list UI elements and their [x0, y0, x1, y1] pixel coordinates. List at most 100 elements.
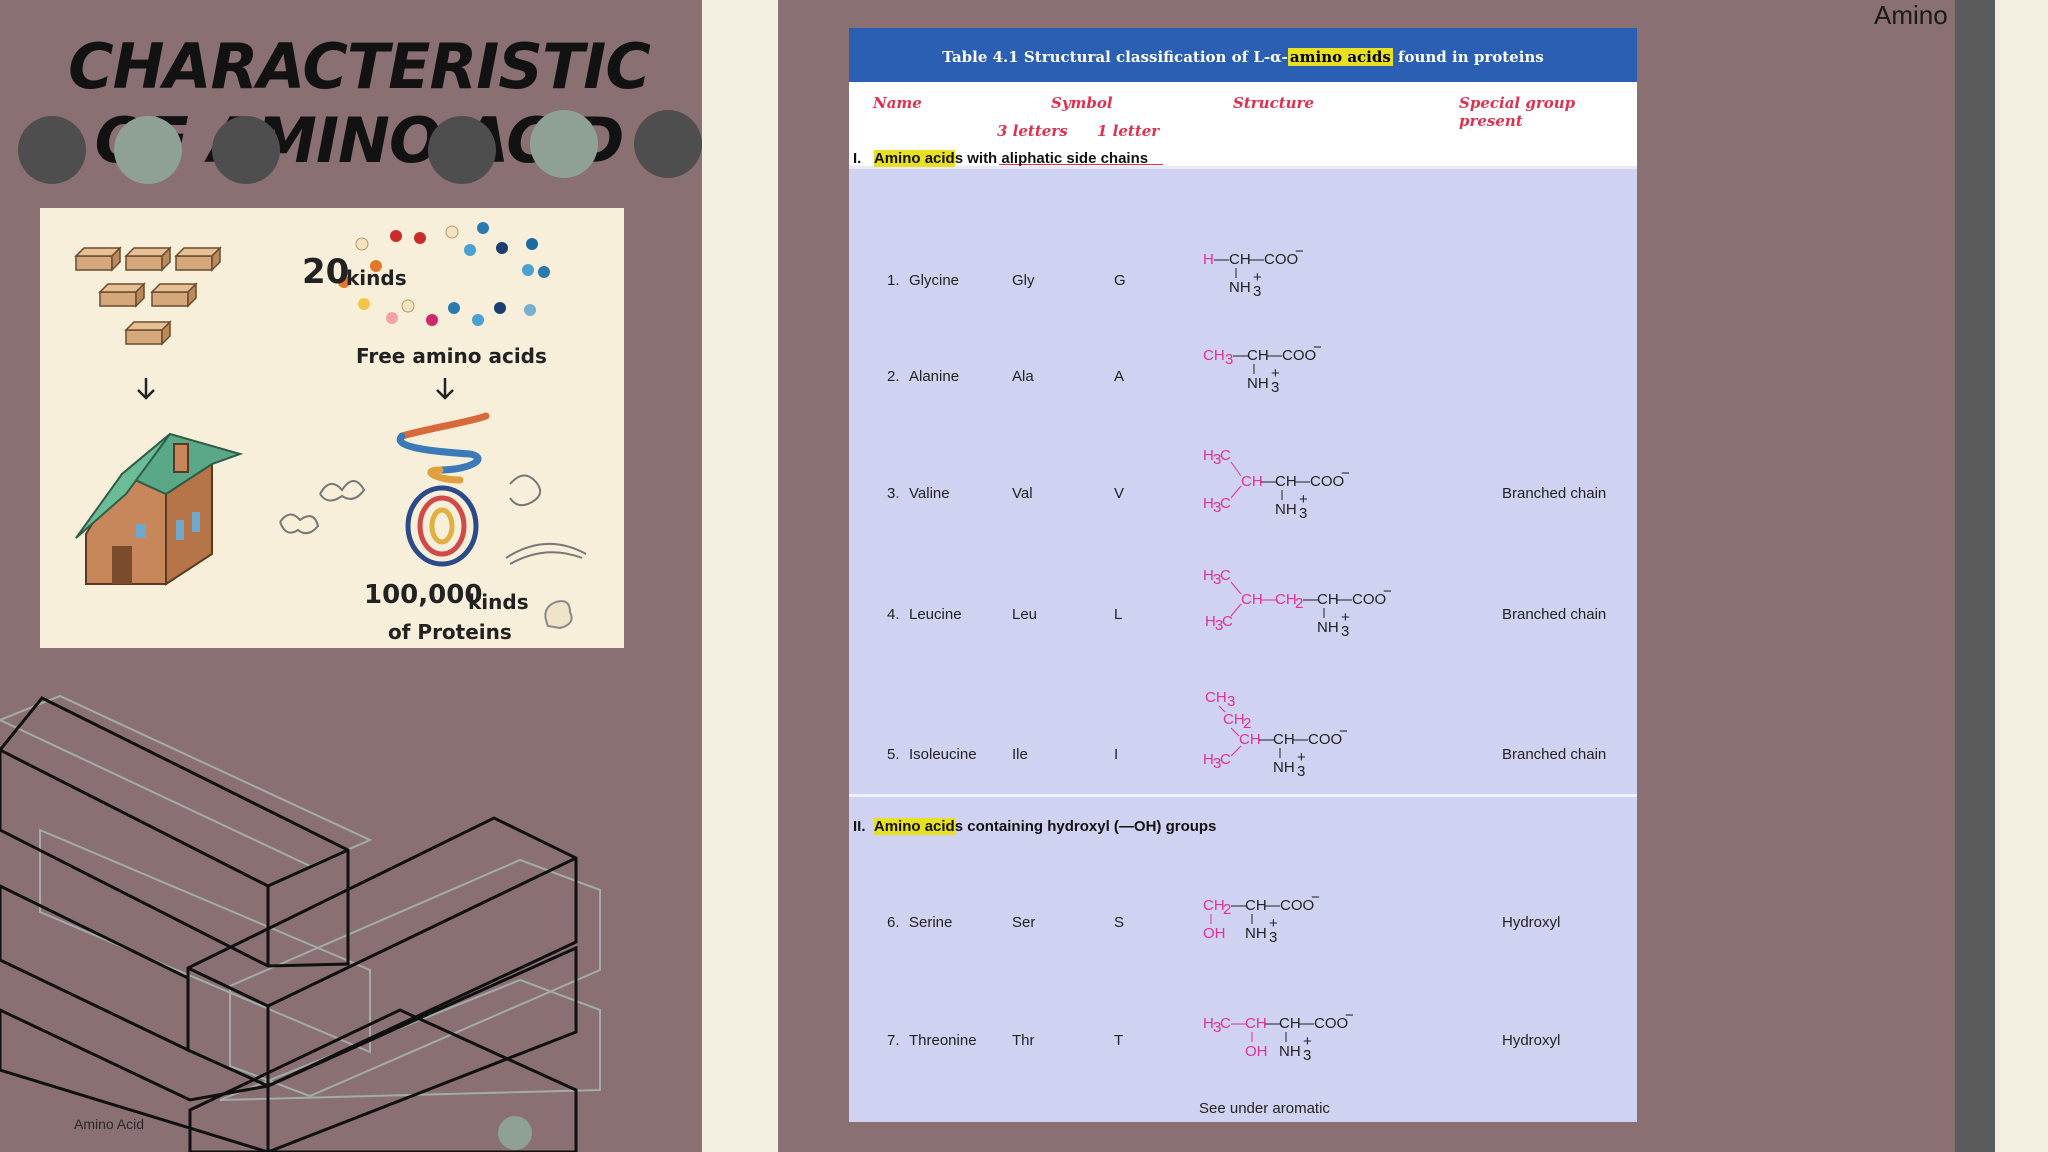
caption-highlight: amino acids [1287, 48, 1393, 66]
section-rest: s with aliphatic side chains [954, 150, 1149, 167]
svg-text:−: − [1339, 723, 1348, 740]
row-number: 1. [887, 272, 900, 289]
header-symbol: Symbol [1051, 94, 1113, 112]
svg-text:+: + [1299, 491, 1308, 508]
svg-text:+: + [1297, 749, 1306, 766]
svg-text:C: C [1220, 751, 1231, 768]
svg-text:H: H [1203, 751, 1214, 768]
caption-suffix: found in proteins [1392, 48, 1544, 66]
row-one-letter: T [1114, 1032, 1124, 1049]
header-three-letters: 3 letters [997, 122, 1068, 140]
svg-text:3: 3 [1215, 617, 1223, 634]
row-special-group: Branched chain [1502, 746, 1607, 763]
svg-text:CH: CH [1247, 347, 1269, 364]
svg-text:—: — [1261, 591, 1276, 608]
svg-text:—COO: —COO [1265, 897, 1314, 914]
header-structure: Structure [1233, 94, 1314, 112]
svg-text:—: — [1231, 897, 1246, 914]
row-name: Serine [909, 914, 953, 931]
svg-text:—: — [1259, 731, 1274, 748]
row-name: Leucine [909, 606, 962, 623]
row-three-letter: Ala [1012, 368, 1034, 385]
header-special-group: Special group present [1459, 94, 1576, 130]
svg-text:—: — [1303, 591, 1318, 608]
svg-text:H: H [1203, 495, 1214, 512]
section-hydroxyl: II. Amino acids containing hydroxyl (—OH… [853, 818, 1216, 835]
threonine-structure: H 3C — CH — CH —COO− OH NH 3+ [1203, 1007, 1354, 1064]
svg-text:CH: CH [1223, 711, 1245, 728]
footer-dot [498, 1116, 532, 1150]
svg-text:CH: CH [1275, 473, 1297, 490]
svg-text:—COO: —COO [1249, 251, 1298, 268]
svg-text:NH: NH [1317, 619, 1339, 636]
leucine-structure: H 3C H 3C CH — CH2 — CH —COO− NH 3+ [1203, 567, 1392, 640]
edge-strip [1995, 0, 2048, 1152]
svg-text:C: C [1220, 567, 1231, 584]
wireframe-blocks-decoration [0, 694, 601, 1152]
svg-text:—COO: —COO [1295, 473, 1344, 490]
row-one-letter: Y [1114, 1120, 1124, 1122]
section-divider [849, 794, 1637, 797]
svg-text:OH: OH [1203, 925, 1226, 942]
row-three-letter: Leu [1012, 606, 1038, 623]
svg-text:—: — [1233, 347, 1248, 364]
row-name: Valine [909, 485, 950, 502]
row-three-letter: Tyr [1012, 1120, 1033, 1122]
section-highlight: Amino acid [873, 150, 955, 167]
decorative-dot [634, 110, 702, 178]
row-special-group: Branched chain [1502, 485, 1607, 502]
svg-text:−: − [1311, 889, 1320, 906]
row-three-letter: Ser [1012, 914, 1036, 931]
row-name: Glycine [909, 272, 960, 289]
svg-text:3: 3 [1225, 351, 1233, 368]
row-name: Alanine [909, 368, 960, 385]
row-one-letter: A [1114, 368, 1125, 385]
svg-text:CH: CH [1245, 897, 1267, 914]
corner-label: Amino [1874, 0, 1948, 30]
svg-text:—: — [1261, 473, 1276, 490]
section-numeral: II. [853, 818, 866, 835]
svg-text:CH: CH [1273, 731, 1295, 748]
building-blocks-graphic [74, 222, 587, 630]
svg-text:NH: NH [1273, 759, 1295, 776]
svg-text:+: + [1303, 1033, 1312, 1050]
twenty-count-unit: kinds [346, 266, 407, 290]
svg-text:3: 3 [1297, 763, 1305, 780]
protein-count-unit: kinds [468, 590, 529, 614]
svg-text:2: 2 [1223, 901, 1231, 918]
svg-text:NH: NH [1245, 925, 1267, 942]
decorative-dot [428, 116, 496, 184]
svg-text:−: − [1295, 243, 1304, 260]
svg-text:3: 3 [1213, 1019, 1221, 1036]
svg-text:C: C [1222, 613, 1233, 630]
colored-dots-cluster [338, 222, 550, 326]
row-special-group: Branched chain [1502, 606, 1607, 623]
amino-acid-illustration: 20 kinds Free amino acids 100,000 kinds … [40, 208, 624, 648]
row-special-group: Hydroxyl [1502, 1032, 1561, 1049]
svg-text:—COO: —COO [1267, 347, 1316, 364]
svg-text:H: H [1203, 251, 1214, 268]
svg-text:+: + [1271, 365, 1280, 382]
header-one-letter: 1 letter [1097, 122, 1160, 140]
svg-text:3: 3 [1227, 693, 1235, 710]
svg-text:CH: CH [1203, 347, 1225, 364]
row-three-letter: Thr [1012, 1032, 1035, 1049]
svg-text:NH: NH [1279, 1043, 1301, 1060]
svg-text:CH: CH [1317, 591, 1339, 608]
header-name: Name [873, 94, 922, 112]
row-number: 6. [887, 914, 900, 931]
alanine-structure: CH 3 — CH —COO− NH 3+ [1203, 339, 1322, 396]
svg-text:3: 3 [1299, 505, 1307, 522]
svg-text:C: C [1220, 447, 1231, 464]
free-amino-acids-label: Free amino acids [356, 344, 547, 368]
protein-chain-graphic [396, 412, 490, 567]
symbol-rule [999, 164, 1163, 165]
row-three-letter: Ile [1012, 746, 1028, 763]
valine-structure: H 3C H 3C CH — CH —COO− NH 3+ [1203, 447, 1350, 522]
svg-text:+: + [1341, 609, 1350, 626]
svg-text:CH: CH [1279, 1015, 1301, 1032]
svg-text:CH: CH [1203, 897, 1225, 914]
svg-text:CH: CH [1241, 473, 1263, 490]
scroll-strip [1955, 0, 1995, 1152]
section-rest: s containing hydroxyl (—OH) groups [954, 818, 1217, 835]
